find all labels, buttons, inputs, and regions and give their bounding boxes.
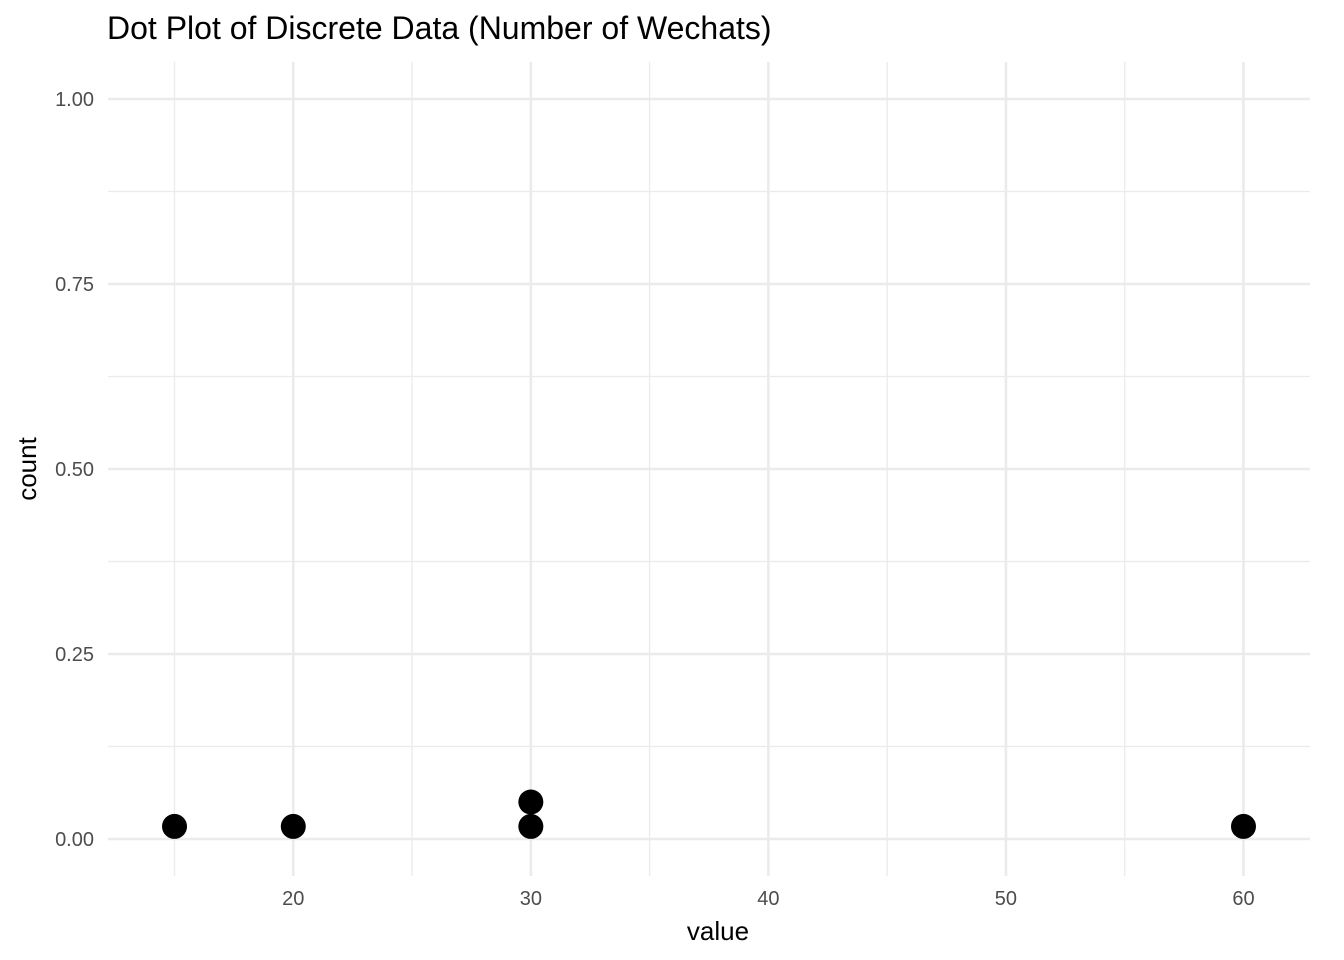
- y-tick-label: 0.75: [55, 274, 94, 296]
- x-tick-label: 40: [757, 888, 779, 910]
- data-point: [162, 813, 188, 839]
- data-points: [162, 789, 1256, 839]
- x-tick-label: 60: [1232, 888, 1254, 910]
- x-axis-label: value: [687, 916, 749, 946]
- x-axis-ticks: 20 30 40 50 60: [282, 888, 1254, 910]
- y-tick-label: 0.25: [55, 644, 94, 666]
- y-axis-label: count: [12, 436, 42, 500]
- data-point: [518, 789, 544, 815]
- x-tick-label: 30: [520, 888, 542, 910]
- y-tick-label: 0.50: [55, 459, 94, 481]
- grid-lines: [108, 62, 1310, 876]
- chart-title: Dot Plot of Discrete Data (Number of Wec…: [107, 10, 772, 46]
- x-tick-label: 50: [995, 888, 1017, 910]
- y-tick-label: 0.00: [55, 829, 94, 851]
- data-point: [280, 813, 306, 839]
- y-axis-ticks: 0.00 0.25 0.50 0.75 1.00: [55, 89, 94, 851]
- y-tick-label: 1.00: [55, 89, 94, 111]
- data-point: [518, 813, 544, 839]
- x-tick-label: 20: [282, 888, 304, 910]
- data-point: [1230, 813, 1256, 839]
